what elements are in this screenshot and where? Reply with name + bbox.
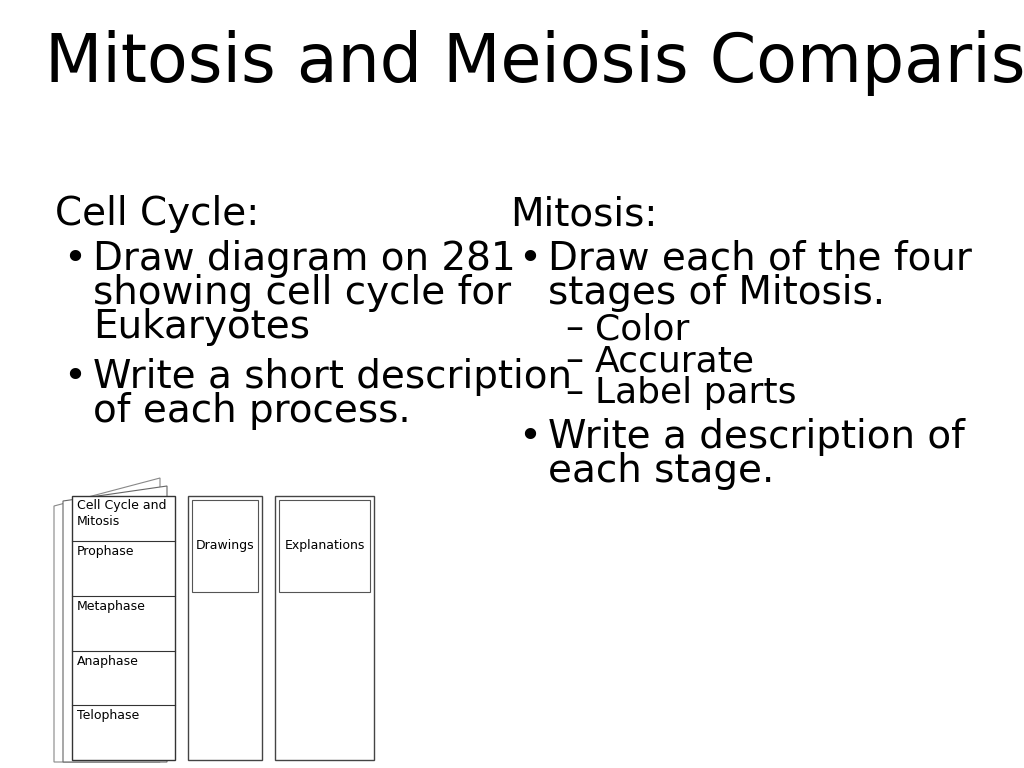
Text: Cell Cycle and
Mitosis: Cell Cycle and Mitosis — [77, 499, 167, 528]
Text: showing cell cycle for: showing cell cycle for — [93, 274, 511, 312]
Text: Prophase: Prophase — [77, 545, 134, 558]
Text: of each process.: of each process. — [93, 392, 411, 430]
Text: Eukaryotes: Eukaryotes — [93, 308, 310, 346]
Text: Write a short description: Write a short description — [93, 358, 572, 396]
Text: Anaphase: Anaphase — [77, 654, 139, 667]
Text: stages of Mitosis.: stages of Mitosis. — [548, 274, 885, 312]
Text: –: – — [565, 376, 583, 410]
Text: Cell Cycle:: Cell Cycle: — [55, 195, 259, 233]
Text: Accurate: Accurate — [595, 344, 755, 378]
Bar — [188, 496, 262, 760]
Text: Draw diagram on 281: Draw diagram on 281 — [93, 240, 516, 278]
Bar — [193, 500, 258, 592]
Text: •: • — [63, 240, 86, 278]
Text: •: • — [63, 358, 86, 396]
Text: Draw each of the four: Draw each of the four — [548, 240, 972, 278]
Bar — [275, 496, 374, 760]
Bar — [72, 496, 175, 760]
Text: Mitosis and Meiosis Comparison: Mitosis and Meiosis Comparison — [45, 30, 1024, 96]
Text: Telophase: Telophase — [77, 710, 139, 722]
Bar — [279, 500, 370, 592]
Text: Metaphase: Metaphase — [77, 600, 145, 613]
Text: –: – — [565, 312, 583, 346]
Polygon shape — [63, 486, 167, 762]
Text: Explanations: Explanations — [285, 539, 365, 552]
Text: each stage.: each stage. — [548, 452, 774, 490]
Text: Color: Color — [595, 312, 689, 346]
Text: Mitosis:: Mitosis: — [510, 195, 657, 233]
Text: Write a description of: Write a description of — [548, 418, 965, 456]
Polygon shape — [54, 478, 160, 762]
Text: Label parts: Label parts — [595, 376, 797, 410]
Text: –: – — [565, 344, 583, 378]
Text: •: • — [518, 240, 541, 278]
Text: Drawings: Drawings — [196, 539, 254, 552]
Text: •: • — [518, 418, 541, 456]
